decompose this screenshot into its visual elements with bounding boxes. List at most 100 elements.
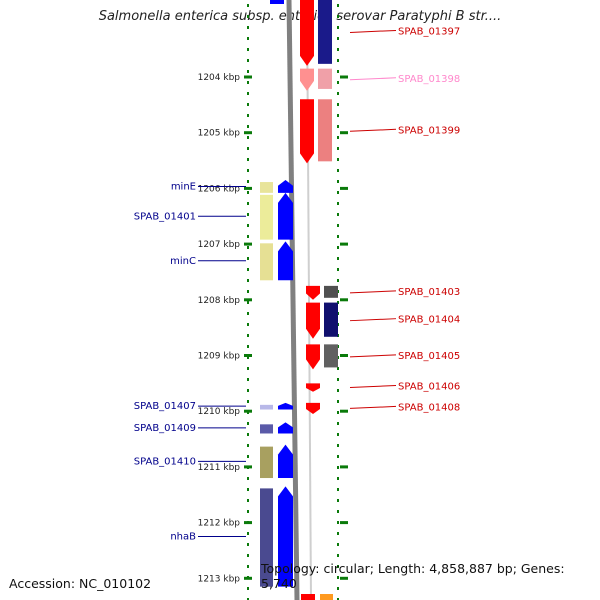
- tick-label: 1207 kbp: [198, 240, 241, 250]
- left-axis-dot: [247, 59, 249, 62]
- gene-arrow-forward[interactable]: [278, 192, 293, 240]
- left-axis-dot: [247, 356, 249, 359]
- gene-label-left: SPAB_01401: [134, 211, 196, 222]
- gene-arrow-reverse[interactable]: [300, 0, 314, 66]
- accession-text: Accession: NC_010102: [9, 576, 152, 591]
- gene-label-right: SPAB_01403: [398, 287, 460, 298]
- left-axis-dot: [247, 367, 249, 370]
- right-axis-dot: [337, 136, 339, 139]
- right-axis-dot: [337, 367, 339, 370]
- edge-gene-bottom-track: [320, 594, 333, 600]
- left-tick-mark: [244, 298, 252, 302]
- right-axis-dot: [337, 554, 339, 557]
- left-axis-dot: [247, 433, 249, 436]
- left-axis-dot: [247, 323, 249, 326]
- gene-arrow-forward[interactable]: [278, 241, 293, 281]
- right-axis-dot: [337, 455, 339, 458]
- gene-label-right: SPAB_01397: [398, 26, 460, 37]
- left-tick-mark: [244, 186, 252, 190]
- gene-label-right: SPAB_01406: [398, 382, 460, 393]
- left-tick-mark: [244, 75, 252, 79]
- left-axis-dot: [247, 422, 249, 425]
- right-axis-dot: [337, 235, 339, 238]
- gene-arrow-forward[interactable]: [278, 444, 293, 479]
- gene-label-left: SPAB_01410: [134, 456, 196, 467]
- right-axis-dot: [337, 4, 339, 7]
- gene-leader-line: [349, 405, 397, 409]
- right-axis-dot: [337, 378, 339, 381]
- gene-arrow-reverse[interactable]: [306, 285, 320, 300]
- right-axis-dot: [337, 565, 339, 568]
- right-axis-dot: [337, 15, 339, 18]
- right-axis-dot: [337, 114, 339, 117]
- left-axis-dot: [247, 37, 249, 40]
- left-axis-dot: [247, 235, 249, 238]
- right-axis-dot: [337, 510, 339, 513]
- gene-label-right: SPAB_01404: [398, 315, 460, 326]
- gene-context-bar: [318, 99, 332, 162]
- gene-arrow-reverse[interactable]: [306, 302, 320, 339]
- right-tick-mark: [340, 186, 348, 190]
- right-tick-mark: [340, 75, 348, 79]
- gene-leader-line: [349, 128, 397, 132]
- left-axis-dot: [247, 510, 249, 513]
- right-axis-dot: [337, 59, 339, 62]
- left-axis-dot: [247, 279, 249, 282]
- gene-arrow-reverse[interactable]: [300, 68, 314, 91]
- gene-arrow-reverse[interactable]: [306, 402, 320, 414]
- left-axis-dot: [247, 81, 249, 84]
- left-axis-dot: [247, 499, 249, 502]
- edge-gene-top: [270, 0, 284, 4]
- left-tick-mark: [244, 465, 252, 469]
- right-axis-dot: [337, 477, 339, 480]
- left-axis-dot: [247, 488, 249, 491]
- left-axis-dot: [247, 169, 249, 172]
- left-axis-dot: [247, 257, 249, 260]
- left-axis-dot: [247, 378, 249, 381]
- right-tick-mark: [340, 521, 348, 525]
- left-axis-dot: [247, 532, 249, 535]
- gene-arrow-reverse[interactable]: [306, 344, 320, 370]
- gene-arrow-forward[interactable]: [278, 402, 293, 410]
- left-axis-dot: [247, 15, 249, 18]
- right-axis-dot: [337, 279, 339, 282]
- right-axis-dot: [337, 70, 339, 73]
- gene-context-bar: [260, 243, 273, 281]
- right-axis-dot: [337, 158, 339, 161]
- gene-arrow-forward[interactable]: [278, 486, 293, 587]
- topology-text: Topology: circular; Length: 4,858,887 bp…: [261, 561, 565, 591]
- right-axis-dot: [337, 521, 339, 524]
- gene-leader-line: [349, 385, 397, 389]
- left-axis-dot: [247, 345, 249, 348]
- gene-arrow-forward[interactable]: [278, 422, 293, 434]
- right-axis-dot: [337, 213, 339, 216]
- left-tick-mark: [244, 521, 252, 525]
- right-axis-dot: [337, 103, 339, 106]
- gene-context-bar: [260, 424, 273, 434]
- left-axis-dot: [247, 136, 249, 139]
- gene-arrow-reverse[interactable]: [300, 99, 314, 164]
- right-axis-dot: [337, 246, 339, 249]
- gene-label-left: SPAB_01409: [134, 423, 196, 434]
- left-axis-dot: [247, 125, 249, 128]
- gene-arrow-reverse[interactable]: [306, 383, 320, 392]
- right-axis-dot: [337, 433, 339, 436]
- left-tick-mark: [244, 242, 252, 246]
- right-axis-dot: [337, 191, 339, 194]
- gene-layer[interactable]: [260, 0, 338, 600]
- left-axis-dot: [247, 224, 249, 227]
- right-tick-mark: [340, 298, 348, 302]
- gene-arrow-forward[interactable]: [278, 180, 293, 193]
- gene-context-bar: [260, 404, 273, 410]
- left-axis-dot: [247, 290, 249, 293]
- right-axis-dot: [337, 202, 339, 205]
- left-axis-dot: [247, 4, 249, 7]
- right-axis-dot: [337, 224, 339, 227]
- left-axis-dot: [247, 147, 249, 150]
- right-axis-dot: [337, 48, 339, 51]
- label-layer: minE SPAB_01401 minC SPAB_01407 SPAB_01409 SP…: [134, 26, 461, 542]
- right-axis-dot: [337, 598, 339, 600]
- gene-label-left: minE: [171, 181, 196, 192]
- gene-context-bar: [318, 0, 332, 64]
